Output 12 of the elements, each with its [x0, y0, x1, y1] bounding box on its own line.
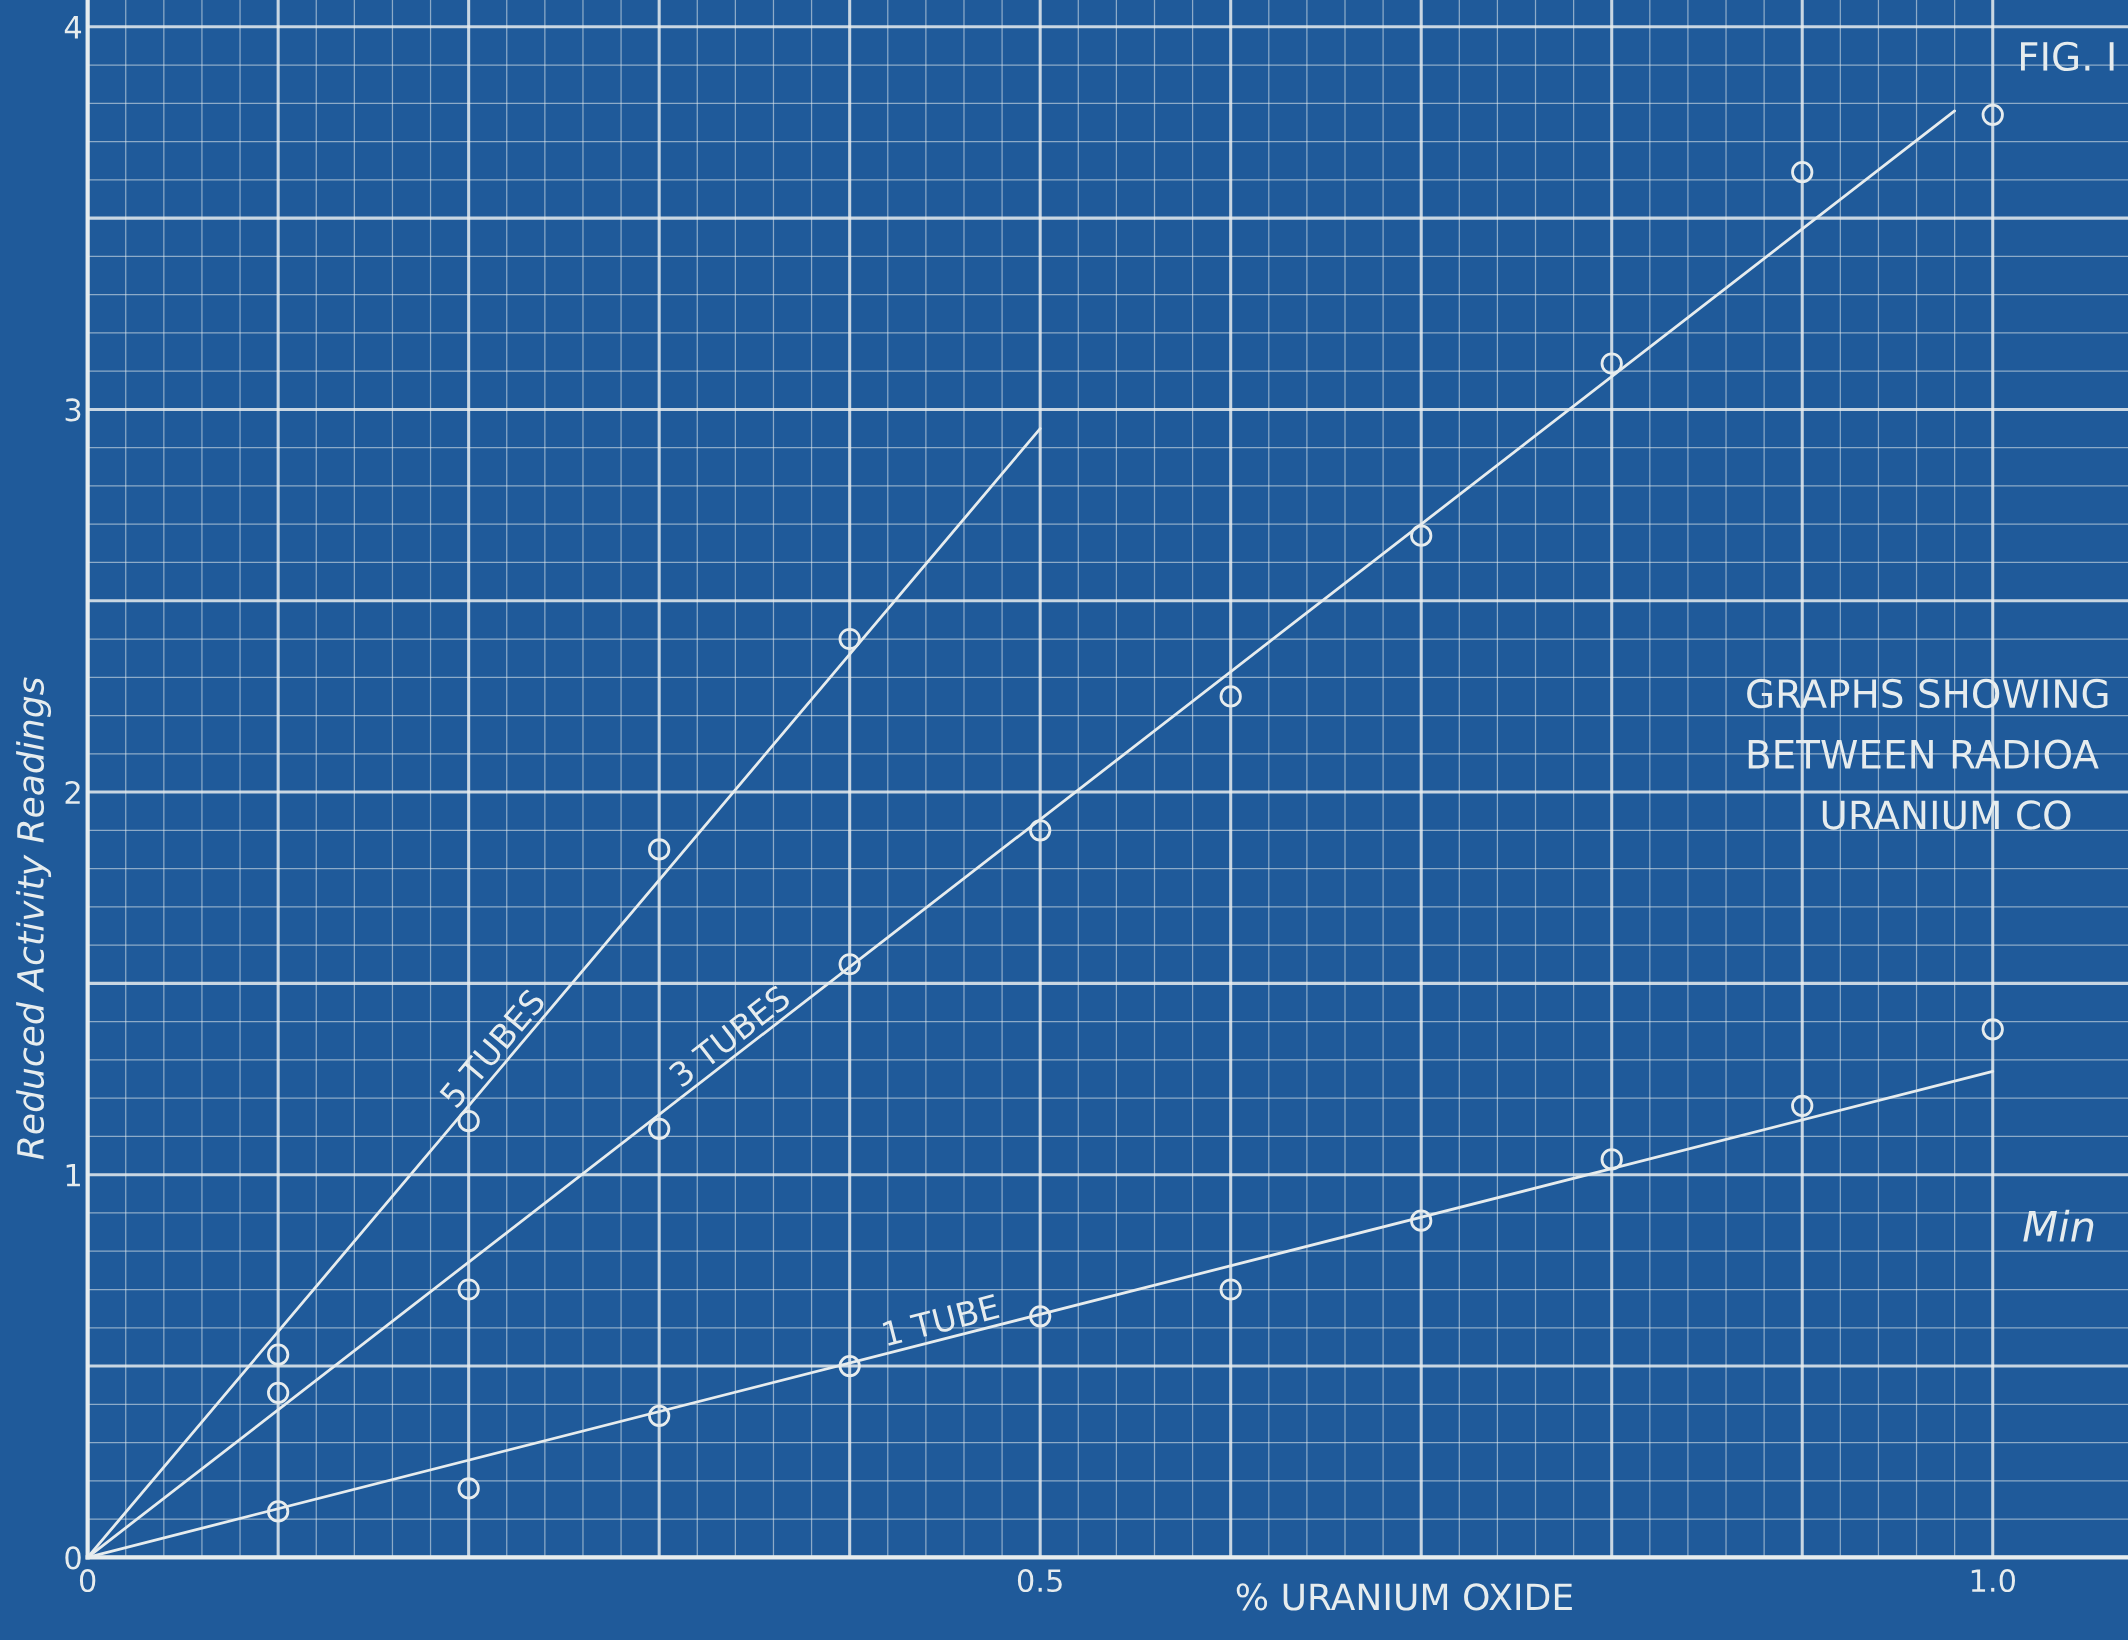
x-tick-label: 0.5 — [1017, 1569, 1062, 1593]
y-tick-label: 1 — [66, 1164, 80, 1187]
y-axis-title: Reduced Activity Readings — [16, 677, 52, 1160]
text: 1 TUBE — [882, 1294, 1000, 1347]
y-tick-label: 0 — [65, 1546, 81, 1570]
y-tick-label: 4 — [64, 16, 82, 39]
text: FIG. I — [2021, 41, 2114, 72]
x-axis-title: % URANIUM OXIDE — [1236, 1583, 1572, 1611]
y-tick-label: 2 — [65, 781, 80, 804]
annotation: Min — [2023, 1209, 2094, 1242]
x-tick-label: 1.0 — [1971, 1569, 2016, 1593]
y-tick-label: 3 — [65, 398, 81, 422]
